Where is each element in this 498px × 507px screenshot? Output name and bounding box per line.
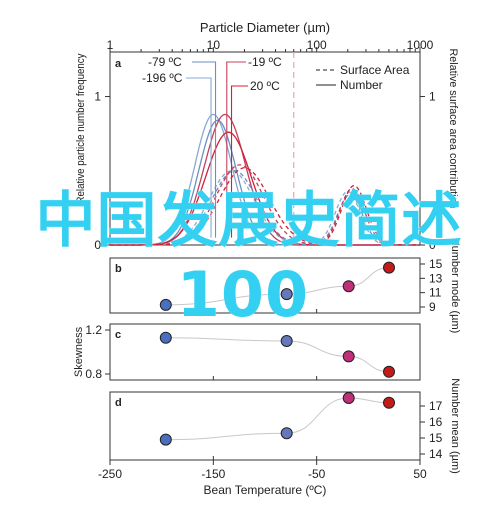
panel-b-letter: b bbox=[115, 263, 122, 275]
panel-b-data-point bbox=[159, 298, 172, 311]
panel-d-data-point bbox=[280, 427, 293, 440]
panel-d-data-point bbox=[159, 433, 172, 446]
panel-a-series-line bbox=[110, 113, 420, 246]
panel-b-ylabel: Number mode (µm) bbox=[449, 238, 461, 334]
panel-d-ylabel: Number mean (µm) bbox=[449, 378, 461, 474]
panel-a-xtick-label: 100 bbox=[307, 38, 327, 52]
panel-a-ytick-label-right: 1 bbox=[429, 90, 436, 104]
panel-c-trend-line bbox=[165, 337, 390, 373]
panel-c-ylabel: Skewness bbox=[73, 326, 85, 377]
panel-a-ylabel-right: Relative surface area contribution bbox=[447, 49, 459, 209]
panel-a-xtick-label: 1 bbox=[107, 38, 114, 52]
panel-c-ytick-label: 0.8 bbox=[85, 367, 102, 381]
panel-d-ytick-label: 14 bbox=[429, 447, 443, 461]
panel-b-trend-line bbox=[165, 267, 390, 306]
panel-d-letter: d bbox=[115, 397, 122, 409]
panel-c-frame bbox=[109, 323, 421, 381]
panel-d-ytick-label: 16 bbox=[429, 415, 443, 429]
panel-a-xtick-label: 1000 bbox=[407, 38, 434, 52]
panel-a-series-line bbox=[110, 131, 420, 246]
panel-a-series-line bbox=[110, 170, 420, 246]
shared-xtick-label: -250 bbox=[98, 467, 122, 481]
panel-a-annotation-label: -19 ºC bbox=[248, 55, 282, 69]
panel-c-data-point bbox=[159, 331, 172, 344]
panel-a-ytick-label: 1 bbox=[94, 90, 101, 104]
shared-xtick-label: -50 bbox=[308, 467, 326, 481]
panel-a-annotation-leader bbox=[230, 85, 248, 238]
panel-c-letter: c bbox=[115, 329, 121, 341]
panel-a-annotation-label: -79 ºC bbox=[148, 55, 182, 69]
panel-b-data-point bbox=[383, 261, 395, 274]
shared-xtick-label: 50 bbox=[413, 467, 427, 481]
panel-c-data-point bbox=[342, 350, 355, 363]
panel-b-ytick-label: 15 bbox=[429, 257, 443, 271]
panel-a-annotation-leader bbox=[192, 61, 217, 238]
panel-a-xlabel: Particle Diameter (µm) bbox=[200, 20, 330, 35]
panel-d-trend-line bbox=[165, 397, 390, 441]
panel-a-ytick-label: 0 bbox=[94, 238, 101, 252]
panel-c-data-point bbox=[280, 335, 293, 347]
legend-label-number: Number bbox=[340, 78, 383, 92]
legend-label-surface-area: Surface Area bbox=[340, 63, 410, 77]
panel-b-data-point bbox=[280, 288, 293, 301]
panel-b-ytick-label: 11 bbox=[429, 286, 442, 300]
panel-a-series-line bbox=[110, 170, 420, 246]
panel-b-ytick-label: 9 bbox=[429, 300, 436, 314]
panel-a-frame bbox=[109, 51, 421, 246]
panel-d-ytick-label: 17 bbox=[429, 399, 443, 413]
panel-a-series-line bbox=[110, 164, 420, 246]
panel-d-data-point bbox=[342, 392, 355, 404]
panel-a-xtick-label: 10 bbox=[207, 38, 221, 52]
panel-a-letter: a bbox=[115, 58, 122, 70]
panel-a-ylabel-left: Relative particle number frequency bbox=[75, 53, 87, 203]
panel-a-annotation-leader bbox=[226, 61, 246, 238]
shared-xlabel: Bean Temperature (ºC) bbox=[204, 483, 327, 497]
panel-a-annotation-label: 20 ºC bbox=[250, 79, 280, 93]
panel-c-data-point bbox=[383, 365, 395, 378]
panel-b-data-point bbox=[342, 280, 355, 293]
panel-c-ytick-label: 1.2 bbox=[85, 323, 102, 337]
panel-d-data-point bbox=[383, 396, 395, 409]
panel-b-frame bbox=[109, 257, 421, 314]
panel-d-ytick-label: 15 bbox=[429, 431, 443, 445]
panel-a-ytick-label-right: 0 bbox=[429, 238, 436, 252]
shared-xtick-label: -150 bbox=[201, 467, 225, 481]
panel-a-annotation-label: -196 ºC bbox=[142, 71, 183, 85]
panel-d-frame bbox=[109, 391, 421, 461]
panel-a-annotation-leader bbox=[186, 77, 212, 238]
panel-a-series-line bbox=[110, 167, 420, 246]
panel-b-ytick-label: 13 bbox=[429, 271, 443, 285]
